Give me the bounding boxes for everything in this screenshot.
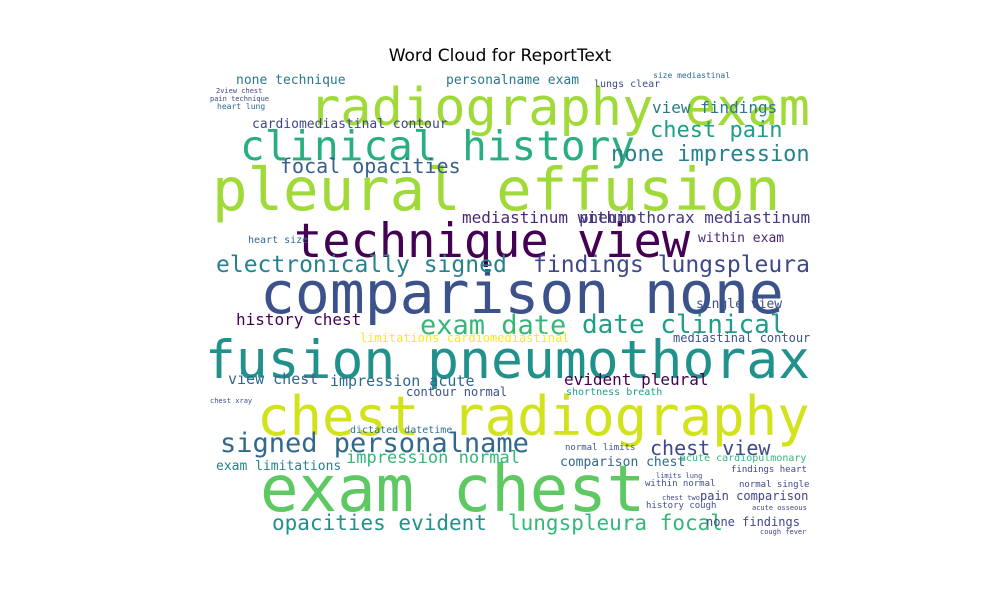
word-cloud-word: opacities evident: [272, 511, 487, 535]
word-cloud-word: exam date: [420, 310, 567, 341]
word-cloud-word: clinical history: [240, 122, 635, 170]
word-cloud-word: chest pain: [650, 118, 783, 143]
word-cloud-word: size mediastinal: [653, 72, 731, 80]
word-cloud: exam chest pleural effusion comparison non…: [210, 72, 810, 540]
word-cloud-word: personalname exam: [446, 73, 580, 88]
word-cloud-word: pleural effusion: [212, 155, 781, 224]
word-cloud-word: none findings: [706, 515, 800, 529]
word-cloud-word: cardiomediastinal contour: [252, 117, 448, 132]
word-cloud-word: radiography exam: [309, 78, 810, 138]
word-cloud-word: mediastinum within: [462, 208, 636, 227]
word-cloud-word: acute cardiopulmonary: [680, 453, 807, 464]
word-cloud-word: pneumothorax mediastinum: [579, 208, 810, 227]
word-cloud-word: view findings: [652, 98, 778, 117]
word-cloud-word: chest xray: [210, 397, 253, 405]
word-cloud-word: chest view: [650, 436, 771, 460]
word-cloud-word: evident pleural: [564, 370, 709, 389]
word-cloud-word: comparison none: [260, 259, 784, 327]
word-cloud-word: history chest: [236, 310, 362, 329]
word-cloud-word: shortness breath: [566, 387, 663, 398]
word-cloud-word: findings heart: [731, 465, 807, 475]
word-cloud-word: view chest: [228, 370, 319, 388]
word-cloud-word: none technique: [236, 73, 346, 88]
word-cloud-word: within exam: [698, 231, 785, 246]
word-cloud-word: within normal: [645, 479, 716, 489]
word-cloud-word: 2view chest: [216, 87, 263, 95]
chart-title: Word Cloud for ReportText: [388, 46, 612, 66]
word-cloud-word: heart lung: [217, 102, 266, 111]
word-cloud-word: normal limits: [565, 443, 636, 453]
word-cloud-word: lungspleura focal: [508, 511, 723, 535]
word-cloud-word: chest two: [662, 494, 700, 502]
word-cloud-word: pain technique: [210, 95, 270, 103]
word-cloud-word: pain comparison: [700, 489, 809, 503]
word-cloud-word: date clinical: [582, 310, 786, 340]
word-cloud-word: heart size: [248, 235, 309, 246]
word-cloud-word: exam limitations: [216, 459, 342, 474]
word-cloud-word: focal opacities: [280, 154, 461, 178]
word-cloud-word: lungs clear: [594, 79, 661, 90]
word-cloud-word: mediastinal contour: [673, 331, 810, 345]
word-cloud-word: acute osseous: [752, 504, 807, 512]
word-cloud-word: dictated datetime: [350, 425, 453, 436]
word-cloud-word: technique view: [294, 214, 691, 269]
word-cloud-word: cough fever: [760, 528, 807, 536]
word-cloud-word: effusion pneumothorax: [210, 330, 810, 391]
word-cloud-word: limits lung: [656, 472, 703, 480]
word-cloud-word: electronically signed: [216, 252, 507, 278]
word-cloud-word: single view: [696, 297, 783, 312]
word-cloud-word: impression acute: [330, 372, 475, 390]
word-cloud-word: comparison chest: [560, 455, 686, 470]
word-cloud-word: none impression: [611, 142, 810, 167]
word-cloud-word: normal single: [739, 480, 810, 490]
word-cloud-word: limitations cardiomediastinal: [360, 331, 570, 345]
word-cloud-word: history cough: [646, 501, 717, 511]
word-cloud-word: chest radiography: [257, 385, 810, 448]
word-cloud-word: contour normal: [406, 385, 508, 399]
word-cloud-word: signed personalname: [220, 428, 529, 459]
word-cloud-word: exam chest: [260, 453, 646, 527]
word-cloud-word: impression normal: [346, 448, 520, 468]
word-cloud-word: findings lungspleura: [533, 252, 810, 278]
